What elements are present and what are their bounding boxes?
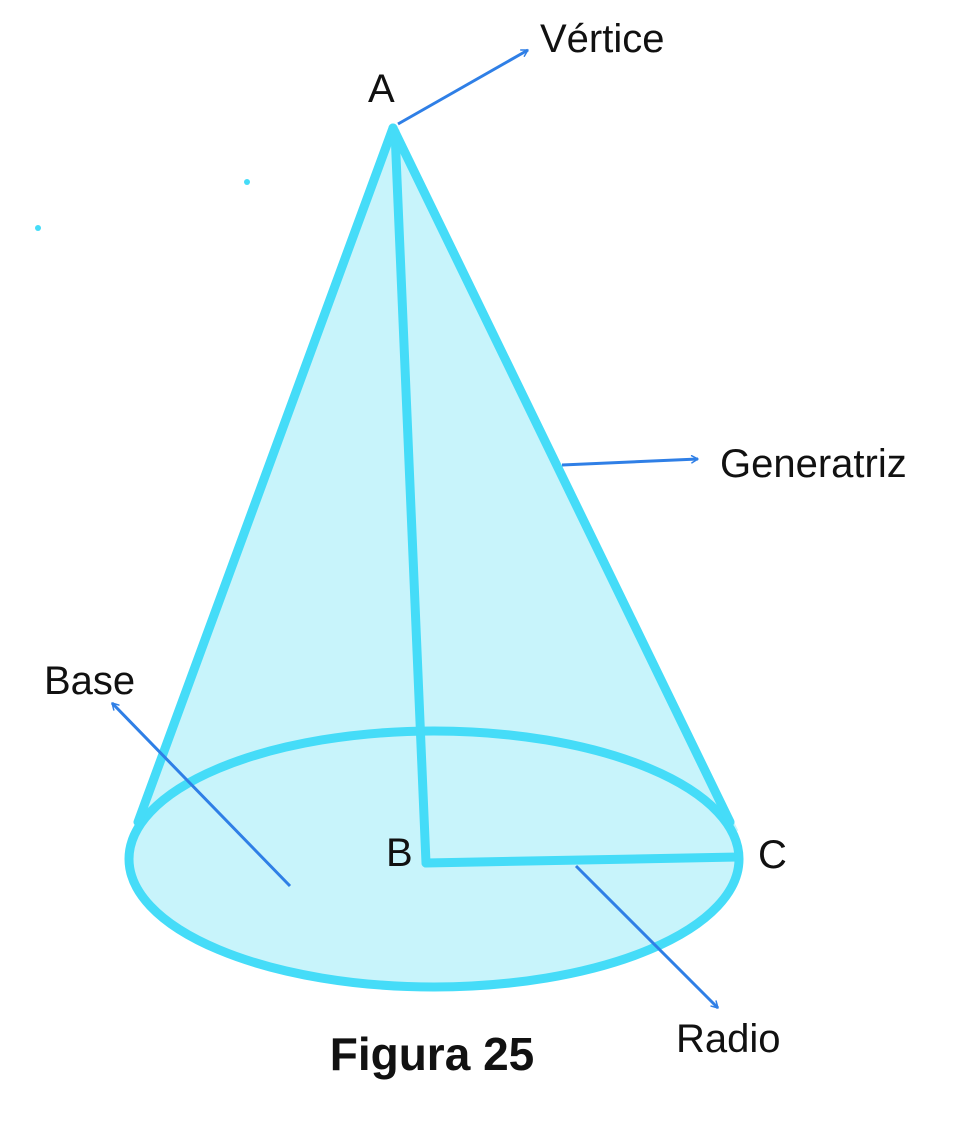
base-label: Base — [44, 659, 135, 703]
radius-line-bc — [421, 852, 743, 868]
generatriz-label: Generatriz — [720, 442, 907, 486]
radio-label: Radio — [676, 1017, 781, 1061]
point-label-a: A — [368, 67, 395, 111]
base-arrow — [110, 701, 292, 888]
radio-arrow — [574, 864, 720, 1010]
height-line-ab — [390, 127, 431, 868]
left-generatrix-line — [133, 123, 398, 827]
point-label-b: B — [386, 831, 413, 875]
generatriz-arrow — [561, 454, 699, 467]
decorative-dot — [35, 225, 41, 231]
cone-lateral-surface — [138, 128, 738, 931]
figure-caption: Figura 25 — [330, 1028, 535, 1080]
vertice-label: Vértice — [540, 17, 665, 61]
point-label-c: C — [758, 833, 787, 877]
right-generatrix-line — [388, 123, 735, 827]
vertice-arrow — [397, 48, 529, 126]
decorative-dot — [244, 179, 250, 185]
